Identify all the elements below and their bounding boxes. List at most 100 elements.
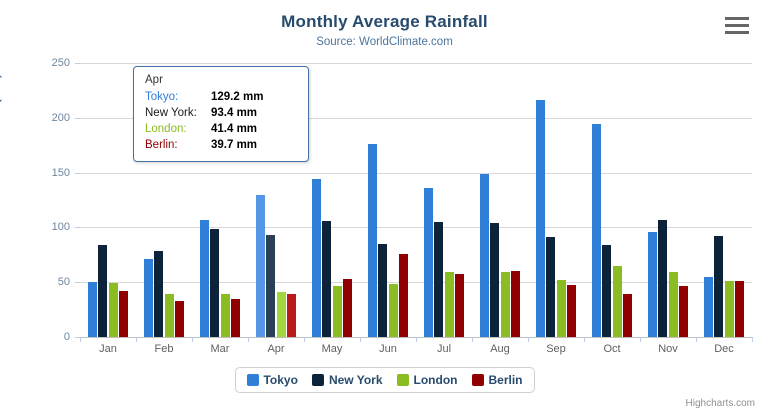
tooltip-row: New York: 93.4 mm [145, 105, 297, 121]
legend-item[interactable]: New York [311, 373, 383, 387]
bar[interactable] [714, 235, 724, 337]
x-axis-tick-mark [584, 337, 585, 342]
bar[interactable] [220, 293, 230, 337]
bar[interactable] [164, 294, 174, 337]
bar[interactable] [367, 144, 377, 337]
bar[interactable] [479, 174, 489, 337]
bar[interactable] [735, 281, 745, 337]
bar[interactable] [287, 293, 297, 337]
bar[interactable] [591, 124, 601, 337]
bar[interactable] [423, 188, 433, 337]
bar-group[interactable] [591, 63, 633, 337]
bar-group[interactable] [367, 63, 409, 337]
chart-subtitle: Source: WorldClimate.com [316, 36, 453, 48]
legend-color-swatch [246, 374, 259, 386]
bar[interactable] [658, 220, 668, 337]
tooltip-series-name: New York: [145, 107, 197, 119]
bar[interactable] [154, 250, 164, 337]
tooltip-row: London: 41.4 mm [145, 121, 297, 137]
tooltip-series-name: Berlin: [145, 139, 178, 151]
hamburger-bar-1 [725, 17, 749, 20]
bar[interactable] [703, 277, 713, 337]
bar[interactable] [490, 222, 500, 337]
tooltip-row: Berlin: 39.7 mm [145, 137, 297, 153]
bar[interactable] [266, 234, 276, 337]
bar[interactable] [668, 272, 678, 337]
y-axis-tick-mark [75, 117, 80, 119]
bar-group[interactable] [647, 63, 689, 337]
bar[interactable] [119, 290, 129, 337]
bar[interactable] [444, 272, 454, 337]
x-axis-tick-mark [752, 337, 753, 342]
bar-group[interactable] [703, 63, 745, 337]
tooltip-series-value: 129.2 mm [211, 91, 264, 103]
bar-group[interactable] [199, 63, 241, 337]
bar[interactable] [535, 99, 545, 337]
legend-color-swatch [311, 374, 324, 386]
bar[interactable] [455, 274, 465, 337]
x-axis-tick-label: Oct [603, 343, 621, 355]
bar[interactable] [602, 245, 612, 337]
bar[interactable] [546, 237, 556, 337]
legend-label: London [413, 373, 458, 387]
x-axis-tick-mark [640, 337, 641, 342]
bar[interactable] [724, 280, 734, 337]
tooltip-row: Tokyo: 129.2 mm [145, 89, 297, 105]
bar[interactable] [434, 221, 444, 337]
tooltip-series-value: 39.7 mm [211, 139, 258, 151]
plot-area [80, 63, 753, 342]
legend-color-swatch [471, 374, 484, 386]
bar[interactable] [500, 271, 510, 337]
bar-group[interactable] [143, 63, 185, 337]
bar[interactable] [378, 244, 388, 337]
bar[interactable] [511, 270, 521, 337]
bar[interactable] [556, 279, 566, 337]
x-axis-tick-mark [528, 337, 529, 342]
chart-legend: Tokyo New York London Berlin [234, 367, 535, 393]
bar[interactable] [399, 254, 409, 337]
bar[interactable] [343, 279, 353, 337]
bar[interactable] [647, 232, 657, 337]
bar[interactable] [612, 265, 622, 337]
legend-item[interactable]: Tokyo [246, 373, 298, 387]
bar[interactable] [332, 285, 342, 337]
bar[interactable] [199, 220, 209, 337]
x-axis-tick-label: Feb [154, 343, 174, 355]
y-axis-tick-mark [75, 172, 80, 174]
bar-group[interactable] [255, 63, 297, 337]
bar[interactable] [87, 282, 97, 337]
y-axis-tick-label: 200 [51, 111, 70, 124]
bar[interactable] [231, 299, 241, 337]
bar[interactable] [108, 283, 118, 337]
bar[interactable] [567, 284, 577, 337]
bar[interactable] [623, 294, 633, 337]
bar[interactable] [388, 284, 398, 337]
gridline [80, 63, 752, 64]
hamburger-menu-icon[interactable] [725, 17, 749, 36]
bar-group[interactable] [535, 63, 577, 337]
credits-link[interactable]: Highcharts.com [685, 398, 755, 409]
bar[interactable] [276, 291, 286, 337]
bar[interactable] [255, 195, 265, 337]
legend-item[interactable]: London [396, 373, 458, 387]
tooltip-series-name: Tokyo: [145, 91, 179, 103]
bar-group[interactable] [423, 63, 465, 337]
hamburger-bar-3 [725, 31, 749, 34]
bar-group[interactable] [479, 63, 521, 337]
bar-group[interactable] [87, 63, 129, 337]
x-axis-tick-mark [136, 337, 137, 342]
x-axis-tick-label: Jun [379, 343, 397, 355]
bar[interactable] [175, 300, 185, 337]
series-tooltip: Apr Tokyo: 129.2 mm New York: 93.4 mm London… [133, 66, 309, 162]
bar[interactable] [311, 179, 321, 337]
bar[interactable] [143, 258, 153, 337]
legend-label: New York [328, 373, 383, 387]
x-axis-tick-mark [360, 337, 361, 342]
gridline [80, 117, 752, 119]
bar[interactable] [322, 220, 332, 337]
bar[interactable] [210, 229, 220, 337]
bar-group[interactable] [311, 63, 353, 337]
bar[interactable] [679, 285, 689, 337]
bar[interactable] [98, 245, 108, 337]
legend-item[interactable]: Berlin [471, 373, 523, 387]
